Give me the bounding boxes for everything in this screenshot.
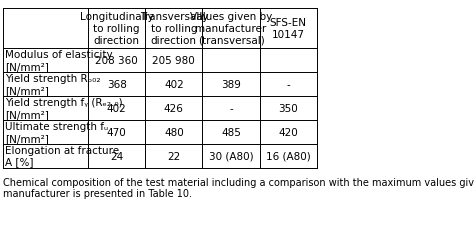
Text: 205 980: 205 980 <box>153 56 195 66</box>
Text: 30 (A80): 30 (A80) <box>209 151 253 161</box>
Text: -: - <box>229 104 233 113</box>
Text: Transversally
to rolling
direction: Transversally to rolling direction <box>139 12 208 45</box>
Text: 16 (A80): 16 (A80) <box>266 151 310 161</box>
Text: -: - <box>286 80 290 89</box>
Text: 420: 420 <box>278 127 298 137</box>
Text: 389: 389 <box>221 80 241 89</box>
Text: 485: 485 <box>221 127 241 137</box>
Text: 24: 24 <box>110 151 123 161</box>
Text: 480: 480 <box>164 127 184 137</box>
Text: 22: 22 <box>167 151 181 161</box>
Text: 426: 426 <box>164 104 184 113</box>
Text: Chemical composition of the test material including a comparison with the maximu: Chemical composition of the test materia… <box>3 177 474 199</box>
Text: Ultimate strength fᵤ
[N/mm²]: Ultimate strength fᵤ [N/mm²] <box>5 121 108 143</box>
Text: 350: 350 <box>278 104 298 113</box>
Text: Elongation at fracture
A [%]: Elongation at fracture A [%] <box>5 145 119 167</box>
Text: 470: 470 <box>107 127 127 137</box>
Text: 208 360: 208 360 <box>95 56 138 66</box>
Text: Yield strength fᵧ (Rₑ₂.₀)
[N/mm²]: Yield strength fᵧ (Rₑ₂.₀) [N/mm²] <box>5 98 122 119</box>
Text: Yield strength Rₚ₀₂
[N/mm²]: Yield strength Rₚ₀₂ [N/mm²] <box>5 74 100 95</box>
Text: SFS-EN
10147: SFS-EN 10147 <box>270 18 307 40</box>
Text: Values given by
manufacturer
(transversal): Values given by manufacturer (transversa… <box>190 12 272 45</box>
Text: 368: 368 <box>107 80 127 89</box>
Text: 402: 402 <box>164 80 184 89</box>
Text: Longitudinally
to rolling
direction: Longitudinally to rolling direction <box>80 12 154 45</box>
Text: Modulus of elasticity
[N/mm²]: Modulus of elasticity [N/mm²] <box>5 50 112 72</box>
Text: 402: 402 <box>107 104 127 113</box>
